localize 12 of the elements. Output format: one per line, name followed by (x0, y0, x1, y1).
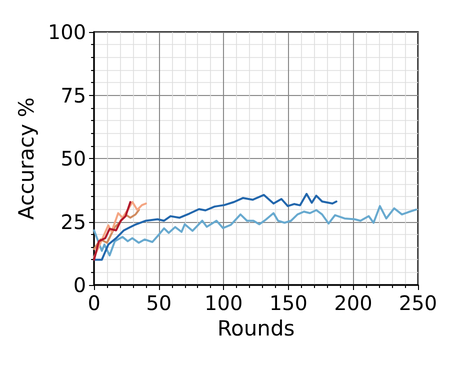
x-tick-label: 50 (146, 291, 172, 315)
y-tick-label: 50 (60, 146, 86, 170)
y-tick-label: 0 (73, 273, 86, 297)
y-tick-label: 25 (60, 210, 86, 234)
x-tick-label: 100 (204, 291, 243, 315)
x-axis-title: Rounds (217, 316, 295, 340)
y-tick-label: 75 (60, 83, 86, 108)
y-axis-title: Accuracy % (14, 97, 38, 220)
x-tick-label: 250 (398, 291, 438, 315)
x-tick-label: 200 (334, 291, 372, 315)
x-tick-label: 150 (269, 291, 308, 315)
y-tick-label: 100 (48, 20, 86, 44)
